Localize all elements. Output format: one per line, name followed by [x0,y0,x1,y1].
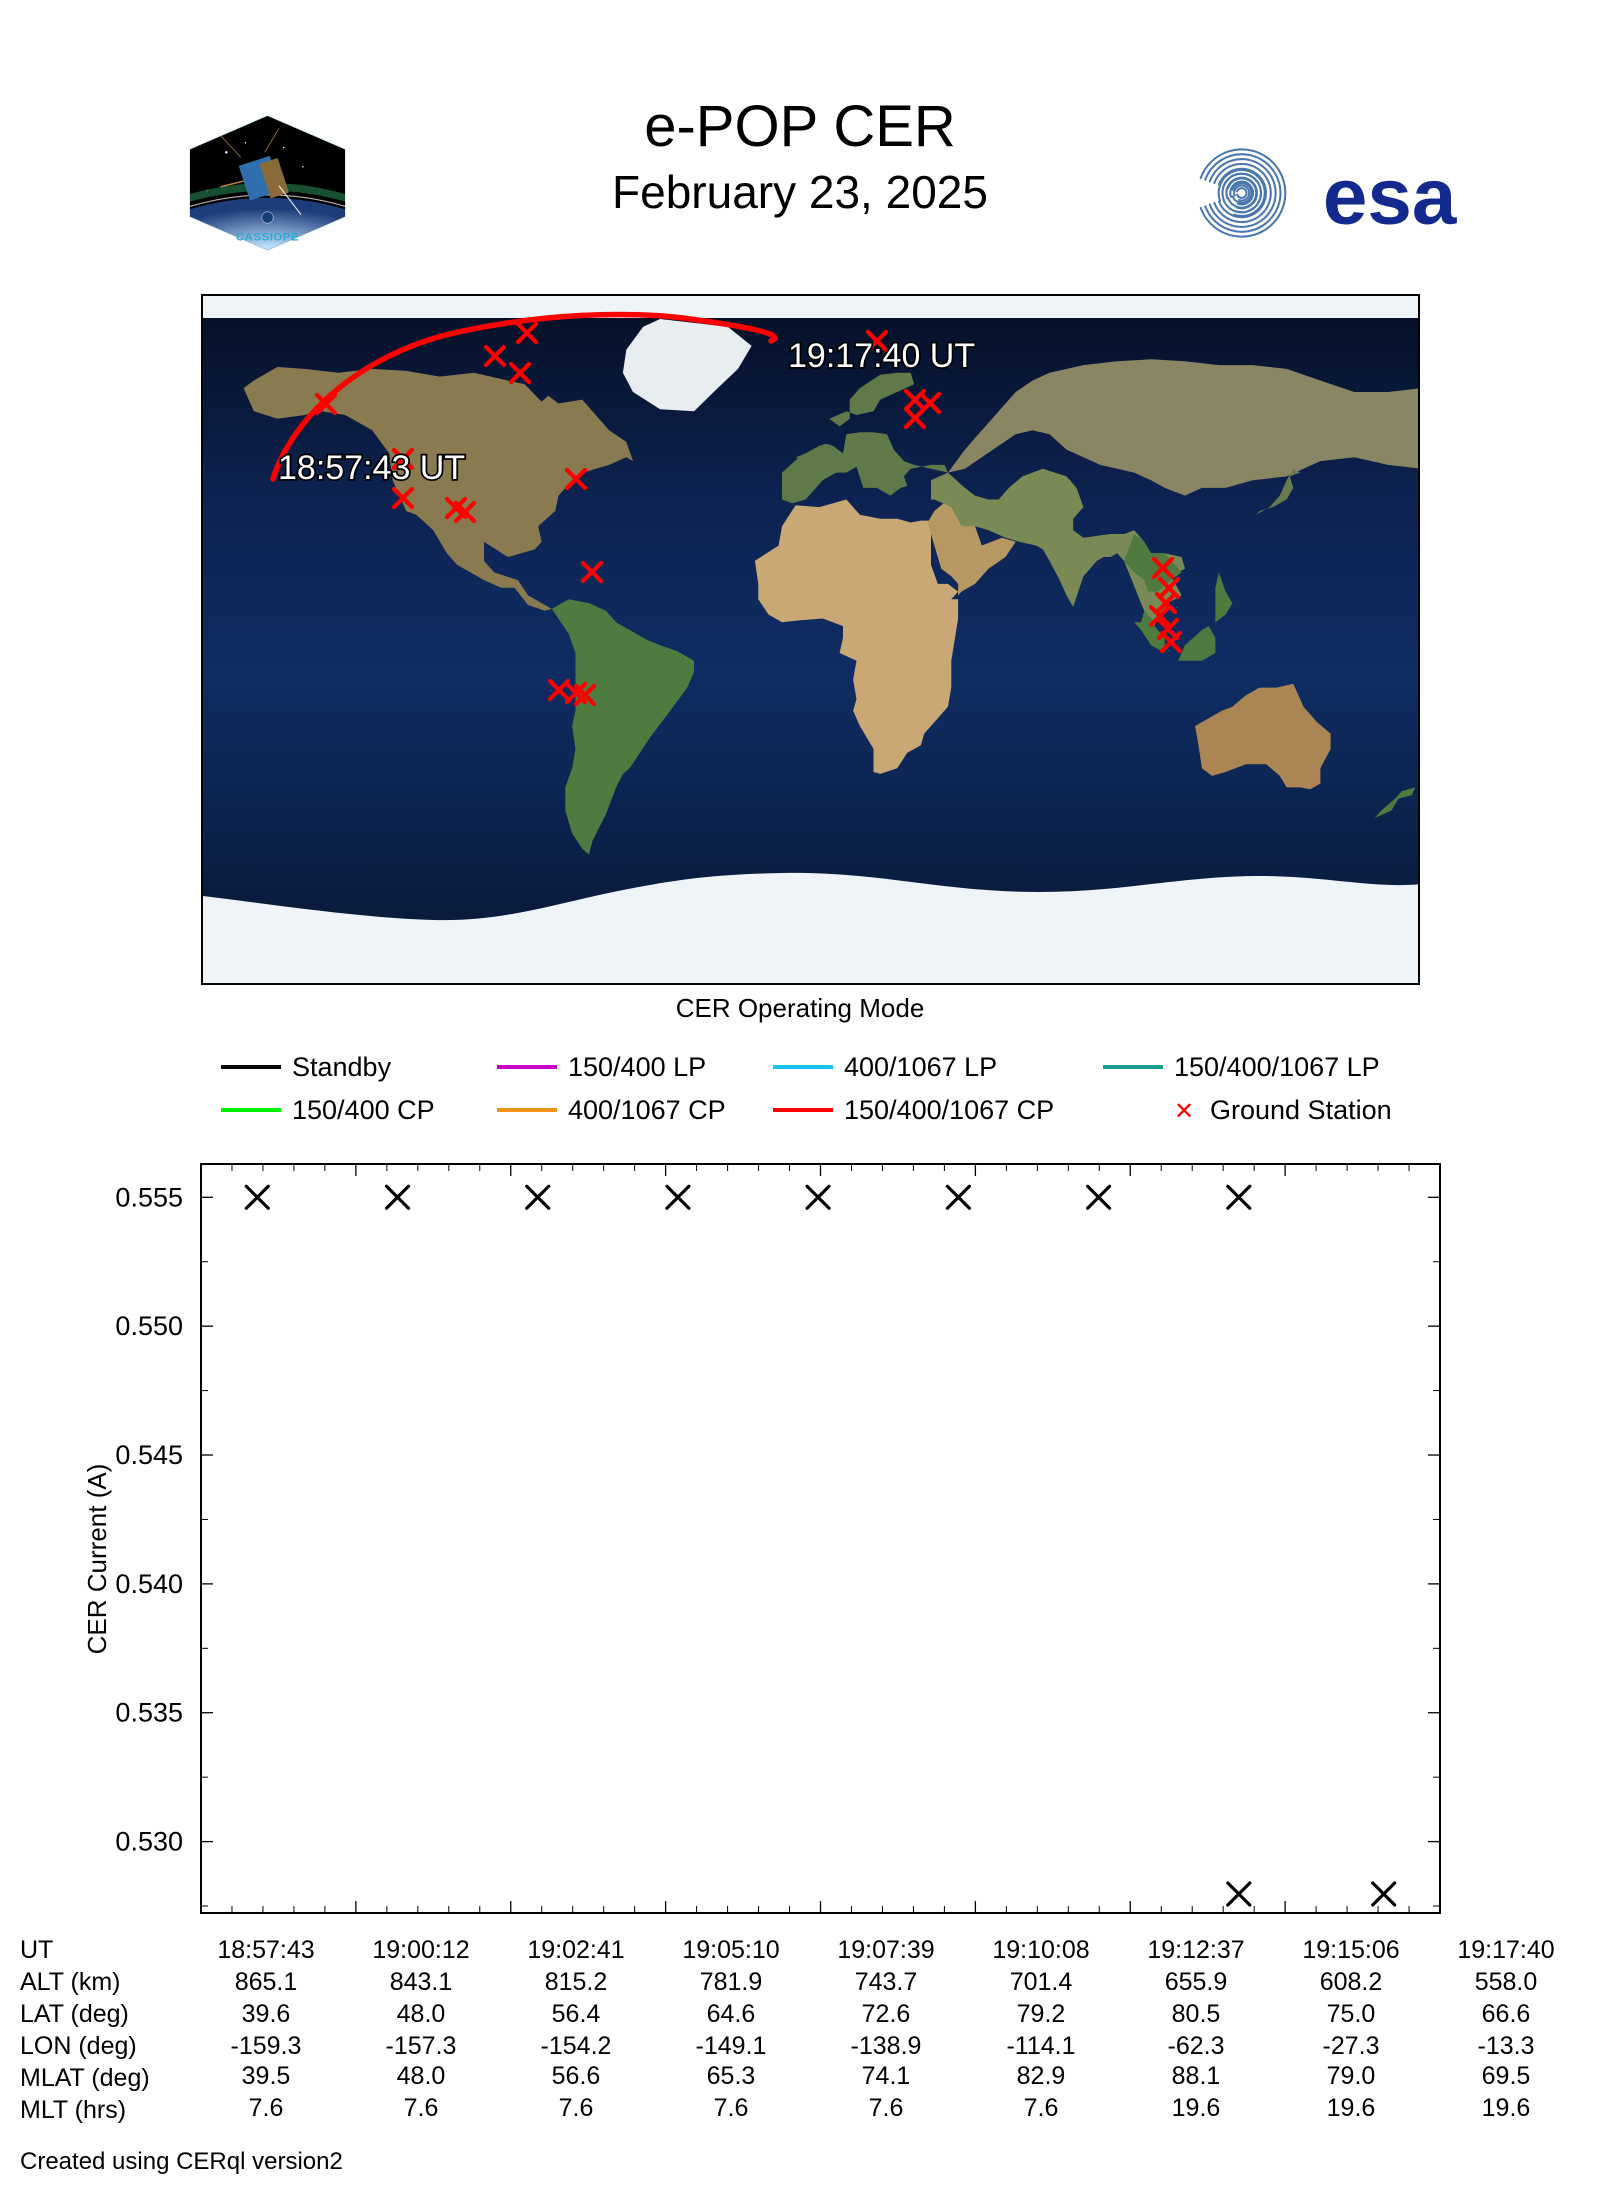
svg-text:843.1: 843.1 [390,1968,453,1996]
svg-text:701.4: 701.4 [1010,1968,1073,1996]
svg-text:-159.3: -159.3 [231,2032,302,2060]
svg-text:18:57:43 UT: 18:57:43 UT [278,449,465,487]
svg-text:56.4: 56.4 [552,2000,601,2028]
svg-text:39.5: 39.5 [242,2064,291,2090]
svg-text:-62.3: -62.3 [1168,2032,1225,2060]
svg-text:88.1: 88.1 [1172,2064,1221,2090]
svg-text:7.6: 7.6 [714,2094,749,2122]
svg-text:0.545: 0.545 [115,1440,183,1470]
svg-text:✕: ✕ [1174,1098,1194,1125]
svg-text:80.5: 80.5 [1172,2000,1221,2028]
svg-text:19.6: 19.6 [1482,2094,1531,2122]
svg-text:19:15:06: 19:15:06 [1302,1938,1399,1964]
svg-text:150/400 CP: 150/400 CP [292,1095,435,1125]
svg-text:72.6: 72.6 [862,2000,911,2028]
svg-text:-149.1: -149.1 [696,2032,767,2060]
svg-text:608.2: 608.2 [1320,1968,1383,1996]
svg-text:7.6: 7.6 [559,2094,594,2122]
svg-text:UT: UT [20,1938,53,1964]
svg-text:-138.9: -138.9 [851,2032,922,2060]
svg-text:19:05:10: 19:05:10 [682,1938,779,1964]
svg-text:19:00:12: 19:00:12 [372,1938,469,1964]
svg-text:82.9: 82.9 [1017,2064,1066,2090]
svg-text:0.555: 0.555 [115,1182,183,1212]
svg-text:69.5: 69.5 [1482,2064,1531,2090]
svg-text:19:17:40: 19:17:40 [1457,1938,1554,1964]
svg-text:56.6: 56.6 [552,2064,601,2090]
svg-text:815.2: 815.2 [545,1968,608,1996]
svg-text:7.6: 7.6 [1024,2094,1059,2122]
svg-text:65.3: 65.3 [707,2064,756,2090]
svg-text:865.1: 865.1 [235,1968,298,1996]
svg-text:ALT (km): ALT (km) [20,1968,120,1996]
svg-text:400/1067 CP: 400/1067 CP [568,1095,726,1125]
svg-text:66.6: 66.6 [1482,2000,1531,2028]
svg-text:19:02:41: 19:02:41 [527,1938,624,1964]
svg-text:19.6: 19.6 [1172,2094,1221,2122]
svg-text:48.0: 48.0 [397,2064,446,2090]
svg-text:743.7: 743.7 [855,1968,918,1996]
svg-text:19:07:39: 19:07:39 [837,1938,934,1964]
svg-text:7.6: 7.6 [249,2094,284,2122]
svg-text:18:57:43: 18:57:43 [217,1938,314,1964]
svg-text:-13.3: -13.3 [1478,2032,1535,2060]
svg-text:19:17:40 UT: 19:17:40 UT [788,337,975,375]
svg-text:0.535: 0.535 [115,1698,183,1728]
svg-text:0.530: 0.530 [115,1827,183,1857]
svg-text:781.9: 781.9 [700,1968,763,1996]
svg-text:400/1067 LP: 400/1067 LP [844,1052,997,1082]
svg-text:150/400 LP: 150/400 LP [568,1052,706,1082]
svg-text:CER Current (A): CER Current (A) [82,1464,112,1655]
svg-text:-157.3: -157.3 [386,2032,457,2060]
svg-text:-27.3: -27.3 [1323,2032,1380,2060]
svg-text:79.0: 79.0 [1327,2064,1376,2090]
svg-text:558.0: 558.0 [1475,1968,1538,1996]
svg-text:64.6: 64.6 [707,2000,756,2028]
svg-text:74.1: 74.1 [862,2064,911,2090]
svg-text:esa: esa [1323,151,1457,240]
svg-text:0.540: 0.540 [115,1569,183,1599]
svg-text:7.6: 7.6 [404,2094,439,2122]
svg-text:39.6: 39.6 [242,2000,291,2028]
svg-text:Ground Station: Ground Station [1210,1095,1392,1125]
svg-text:75.0: 75.0 [1327,2000,1376,2028]
svg-text:-114.1: -114.1 [1006,2032,1075,2060]
svg-text:-154.2: -154.2 [541,2032,612,2060]
svg-text:655.9: 655.9 [1165,1968,1228,1996]
svg-text:LAT (deg): LAT (deg) [20,2000,129,2028]
svg-text:19:12:37: 19:12:37 [1147,1938,1244,1964]
svg-text:150/400/1067 CP: 150/400/1067 CP [844,1095,1054,1125]
svg-text:79.2: 79.2 [1017,2000,1066,2028]
svg-text:48.0: 48.0 [397,2000,446,2028]
svg-text:19.6: 19.6 [1327,2094,1376,2122]
svg-text:0.550: 0.550 [115,1311,183,1341]
svg-text:Standby: Standby [292,1052,392,1082]
svg-text:19:10:08: 19:10:08 [992,1938,1089,1964]
svg-text:150/400/1067 LP: 150/400/1067 LP [1174,1052,1380,1082]
svg-text:LON (deg): LON (deg) [20,2032,137,2060]
svg-text:7.6: 7.6 [869,2094,904,2122]
svg-text:CASSIOPE: CASSIOPE [236,231,299,243]
